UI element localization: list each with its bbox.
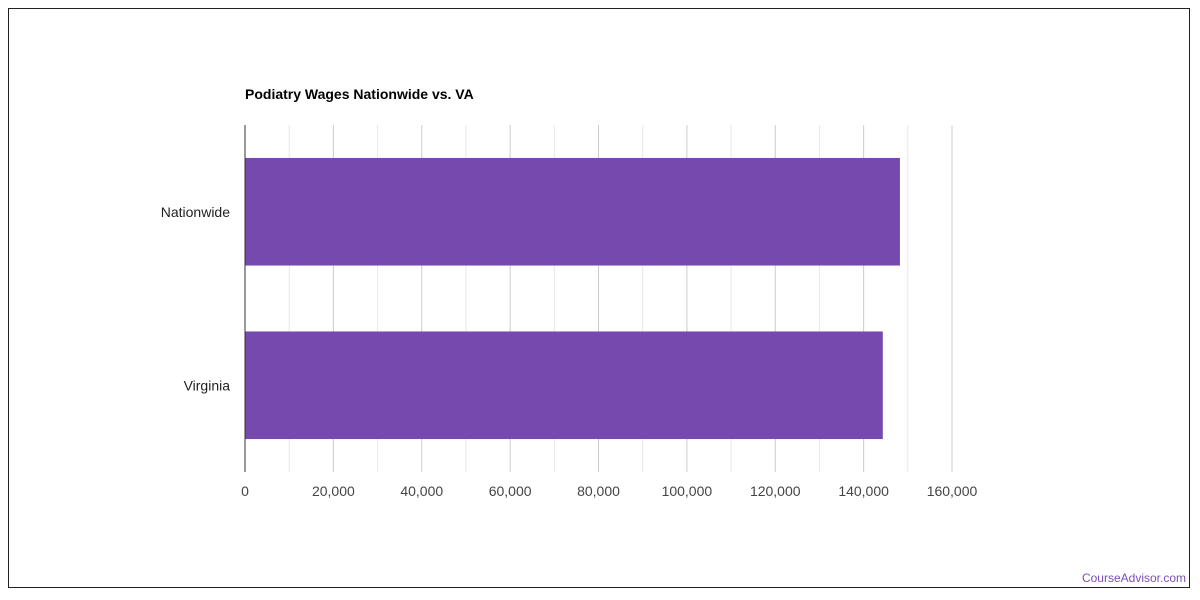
category-label-virginia: Virginia	[184, 377, 231, 393]
axis-labels: Nationwide Virginia 0 20,000 40,000 60,000 80,…	[161, 204, 978, 499]
x-tick-label: 40,000	[400, 483, 443, 499]
watermark-link[interactable]: CourseAdvisor.com	[1081, 571, 1186, 585]
x-tick-label: 20,000	[312, 483, 355, 499]
bar-nationwide	[245, 157, 900, 266]
x-tick-label: 60,000	[489, 483, 532, 499]
bars	[245, 157, 900, 440]
x-tick-label: 100,000	[662, 483, 713, 499]
bar-virginia	[245, 331, 883, 440]
x-tick-label: 80,000	[577, 483, 620, 499]
x-tick-label: 160,000	[927, 483, 978, 499]
x-tick-label: 140,000	[838, 483, 889, 499]
chart-title: Podiatry Wages Nationwide vs. VA	[245, 86, 474, 102]
x-tick-label: 120,000	[750, 483, 801, 499]
category-label-nationwide: Nationwide	[161, 204, 230, 220]
x-tick-label: 0	[241, 483, 249, 499]
